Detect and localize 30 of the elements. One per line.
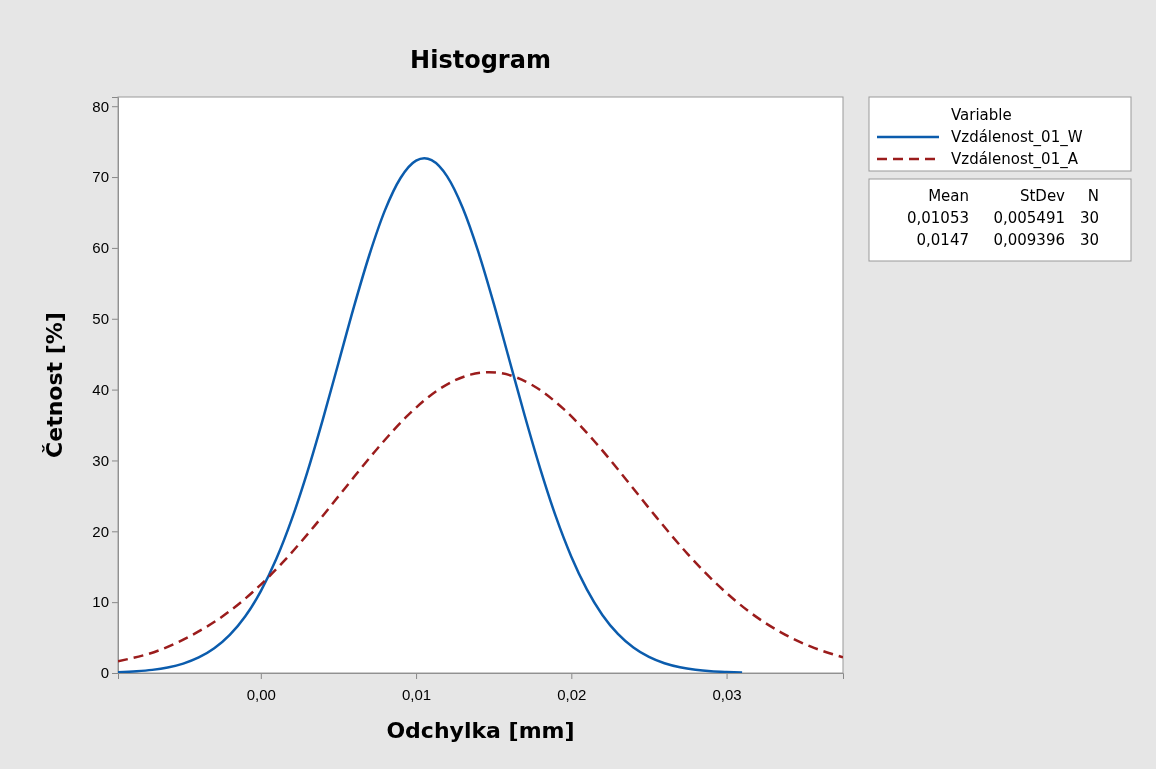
x-axis-title: Odchylka [mm] <box>386 718 575 743</box>
x-tick-label: 0,01 <box>401 686 432 703</box>
y-tick-label: 20 <box>92 522 109 540</box>
y-tick-label: 60 <box>92 239 109 257</box>
text: Mean <box>928 187 969 205</box>
text: 0,009396 <box>993 231 1065 249</box>
y-tick-label: 10 <box>92 593 109 611</box>
line-series <box>118 157 744 673</box>
y-axis-title: Četnost [%] <box>42 312 67 458</box>
x-tick-label: 0,00 <box>246 686 276 703</box>
text: 0,0147 <box>916 231 969 249</box>
text: StDev <box>1019 187 1066 205</box>
text: 30 <box>1079 209 1099 227</box>
text: 0,005491 <box>993 209 1065 227</box>
text: 30 <box>1079 231 1099 249</box>
y-tick-label: 30 <box>92 451 109 469</box>
y-tick-label: 0 <box>100 664 109 682</box>
x-tick-label: 0,02 <box>557 686 587 703</box>
legend-label: Vzdálenost_01_W <box>951 128 1083 147</box>
chart-title: Histogram <box>410 46 551 74</box>
y-tick-label: 40 <box>92 380 109 398</box>
line-series <box>118 370 843 663</box>
y-tick-label: 80 <box>92 97 109 115</box>
y-tick-label: 50 <box>92 310 109 328</box>
legend-title: Variable <box>951 106 1012 124</box>
y-tick-label: 70 <box>92 168 109 186</box>
legend-label: Vzdálenost_01_A <box>951 150 1079 169</box>
text: 0,01053 <box>906 209 969 227</box>
x-tick-label: 0,03 <box>712 686 742 703</box>
text: N <box>1087 187 1099 205</box>
